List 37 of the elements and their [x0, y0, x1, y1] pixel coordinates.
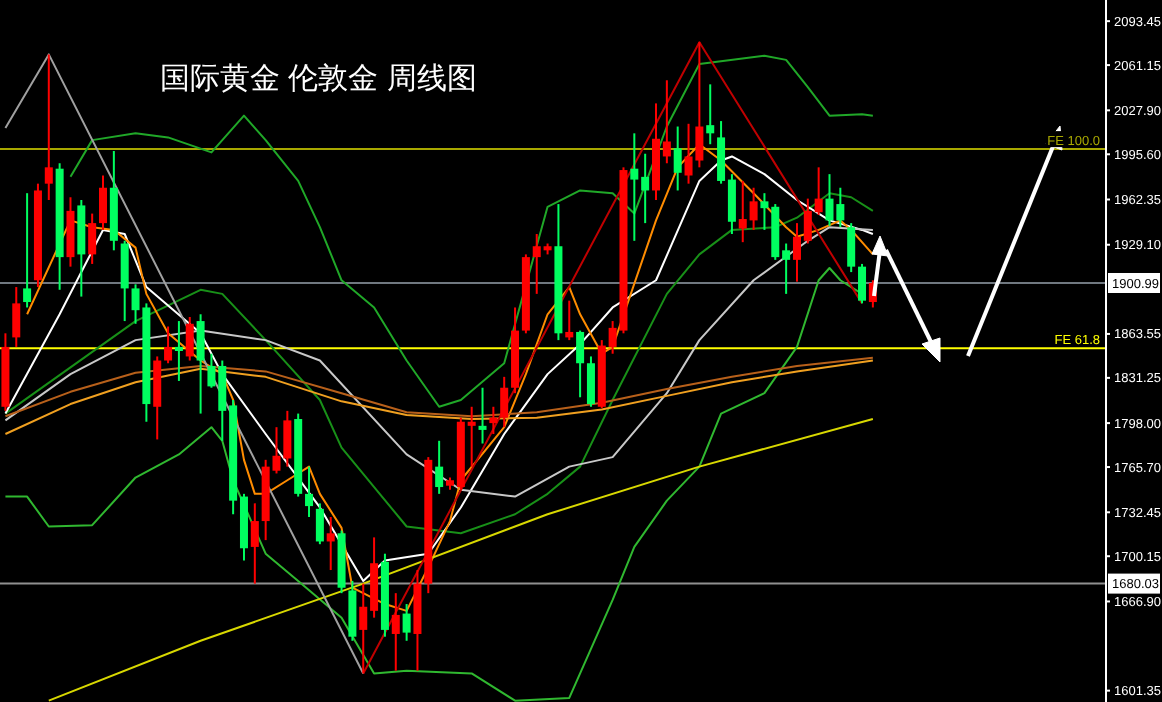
candlestick: [565, 299, 574, 342]
candlestick: [88, 212, 97, 265]
candlestick: [120, 239, 129, 323]
line-series: [4, 192, 874, 535]
candlestick: [196, 313, 205, 415]
candlestick: [858, 262, 867, 305]
line-series: [47, 418, 874, 702]
line-series: [69, 54, 874, 408]
candlestick: [391, 592, 400, 672]
candlestick: [44, 53, 53, 201]
candlestick: [576, 329, 585, 399]
candlestick: [153, 355, 162, 441]
candlestick: [489, 405, 498, 435]
candlestick: [706, 83, 715, 146]
candlestick: [348, 579, 357, 642]
candlestick: [250, 502, 259, 585]
line-series: [4, 356, 874, 418]
candlestick: [402, 603, 411, 642]
candlestick: [478, 386, 487, 445]
candlestick: [435, 439, 444, 495]
line-series: [4, 359, 874, 435]
candlestick: [23, 192, 32, 309]
candlestick: [164, 325, 173, 365]
candlestick: [66, 196, 75, 268]
candlestick: [847, 222, 856, 274]
text: 国际黄金 伦敦金 周线图: [160, 62, 477, 96]
candlestick: [305, 465, 314, 518]
line-series: [4, 267, 864, 702]
candlestick: [586, 355, 595, 408]
candlestick: [174, 320, 183, 382]
candlestick: [673, 125, 682, 192]
candlestick: [12, 286, 21, 348]
candlestick: [185, 315, 194, 362]
candlestick: [326, 515, 335, 572]
candlestick: [500, 375, 509, 429]
candlestick: [99, 174, 108, 231]
candlestick: [315, 502, 324, 546]
